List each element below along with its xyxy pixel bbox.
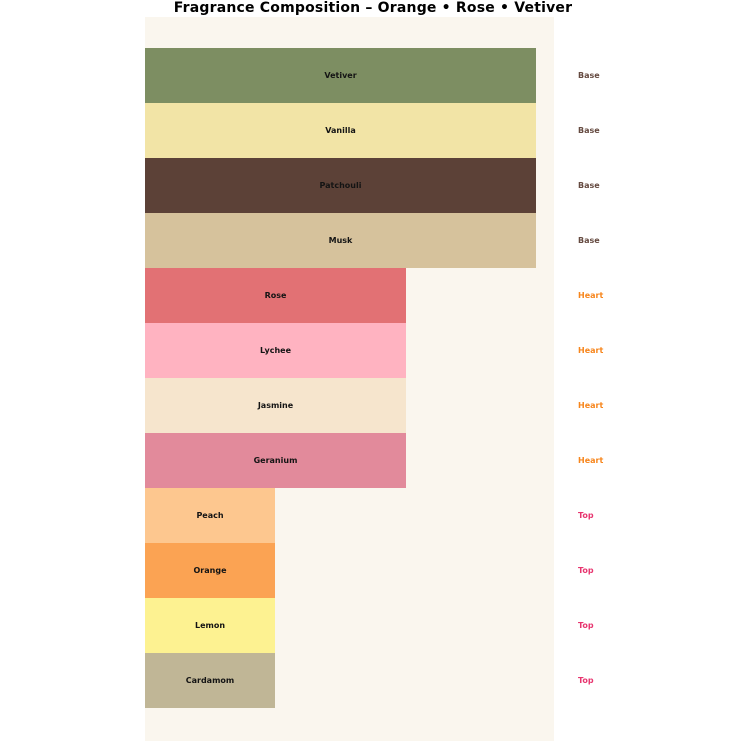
note-bar-label: Patchouli: [319, 181, 362, 190]
layer-label-base: Base: [578, 71, 600, 80]
note-bar-label: Vetiver: [324, 71, 357, 80]
note-bar-jasmine: Jasmine: [145, 378, 406, 433]
note-bar-label: Lemon: [194, 621, 226, 630]
layer-label-heart: Heart: [578, 346, 604, 355]
note-bar-rose: Rose: [145, 268, 406, 323]
note-bar-label: Jasmine: [257, 401, 294, 410]
note-bar-label: Musk: [328, 236, 353, 245]
note-bar-lemon: Lemon: [145, 598, 275, 653]
note-bar-cardamom: Cardamom: [145, 653, 275, 708]
note-bar-peach: Peach: [145, 488, 275, 543]
layer-label-top: Top: [578, 511, 594, 520]
layer-label-heart: Heart: [578, 456, 604, 465]
note-bar-vetiver: Vetiver: [145, 48, 536, 103]
note-bar-orange: Orange: [145, 543, 275, 598]
plot-area: Vetiver Vanilla Patchouli Musk Rose Lychee Jas…: [145, 17, 554, 741]
layer-label-base: Base: [578, 126, 600, 135]
layer-label-top: Top: [578, 566, 594, 575]
note-bar-label: Vanilla: [325, 126, 356, 135]
note-bar-geranium: Geranium: [145, 433, 406, 488]
layer-label-top: Top: [578, 621, 594, 630]
layer-label-top: Top: [578, 676, 594, 685]
note-bar-vanilla: Vanilla: [145, 103, 536, 158]
note-bar-label: Orange: [193, 566, 227, 575]
chart-title: Fragrance Composition – Orange • Rose • …: [173, 0, 573, 16]
note-bar-musk: Musk: [145, 213, 536, 268]
note-bar-patchouli: Patchouli: [145, 158, 536, 213]
note-bar-label: Geranium: [253, 456, 298, 465]
note-bar-label: Peach: [196, 511, 224, 520]
layer-label-base: Base: [578, 181, 600, 190]
note-bar-label: Lychee: [259, 346, 292, 355]
layer-label-base: Base: [578, 236, 600, 245]
note-bar-label: Cardamom: [185, 676, 235, 685]
layer-label-heart: Heart: [578, 401, 604, 410]
note-bar-lychee: Lychee: [145, 323, 406, 378]
note-bar-label: Rose: [264, 291, 287, 300]
layer-label-heart: Heart: [578, 291, 604, 300]
